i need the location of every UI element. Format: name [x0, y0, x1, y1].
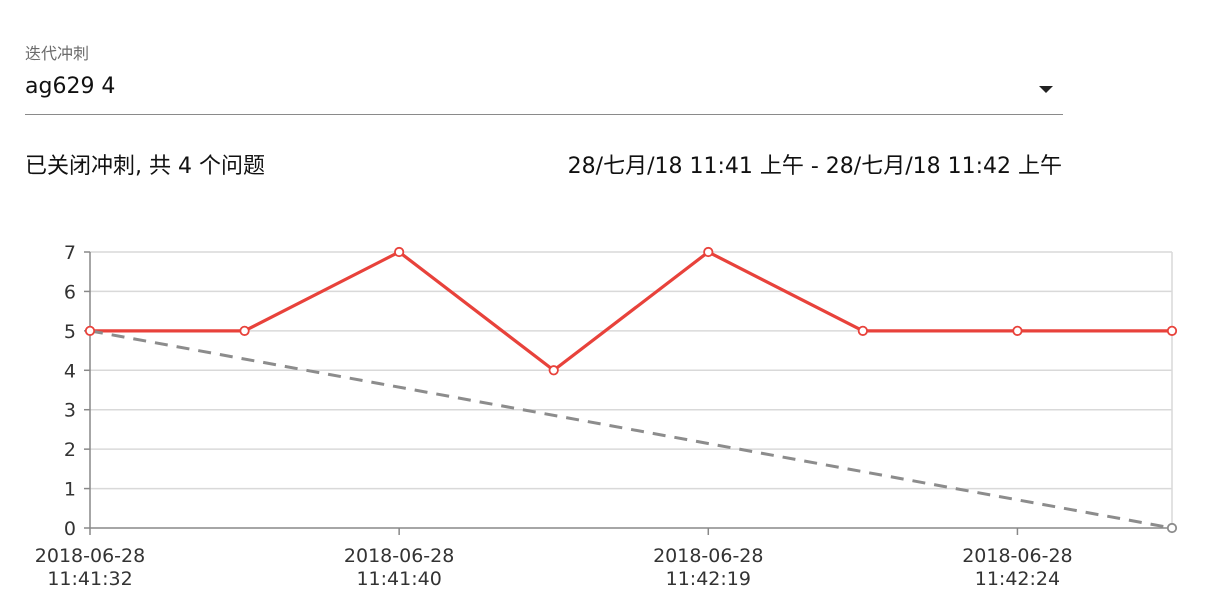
x-tick-label-date: 2018-06-28 [962, 545, 1072, 567]
actual-point [548, 365, 559, 376]
x-tick-label-time: 11:41:32 [47, 568, 132, 590]
actual-point [84, 325, 96, 336]
y-tick-label: 0 [64, 518, 76, 540]
actual-series-line [90, 250, 1172, 372]
sprint-select-label: 迭代冲刺 [25, 44, 90, 63]
sprint-summary: 已关闭冲刺, 共 4 个问题 [25, 154, 265, 179]
guideline-series-line [89, 329, 1173, 530]
guideline-point [1166, 522, 1178, 534]
actual-point [239, 325, 250, 336]
x-tick-label-date: 2018-06-28 [35, 545, 145, 567]
actual-point [1166, 325, 1178, 336]
actual-point [857, 325, 868, 336]
y-tick-label: 7 [64, 242, 76, 264]
y-tick-label: 5 [64, 321, 76, 343]
x-tick-label-time: 11:42:24 [975, 568, 1060, 590]
x-tick-label-date: 2018-06-28 [653, 545, 763, 567]
actual-point [703, 246, 714, 258]
y-tick-label: 6 [64, 281, 76, 303]
y-tick-label: 3 [64, 400, 76, 422]
actual-point [394, 246, 405, 258]
x-tick-label-time: 11:41:40 [356, 568, 441, 590]
x-tick-label-time: 11:42:19 [666, 568, 751, 590]
actual-point [1012, 325, 1023, 336]
y-tick-label: 1 [64, 479, 76, 501]
chart-points [84, 246, 1178, 534]
caret-down-icon[interactable] [1039, 86, 1053, 93]
sprint-select[interactable]: ag629 4 [25, 68, 1063, 115]
y-tick-label: 4 [64, 360, 76, 382]
y-tick-label: 2 [64, 439, 76, 461]
sprint-date-range: 28/七月/18 11:41 上午 - 28/七月/18 11:42 上午 [567, 154, 1062, 179]
chart-series [89, 250, 1173, 530]
sprint-select-value: ag629 4 [25, 74, 116, 99]
x-tick-label-date: 2018-06-28 [344, 545, 454, 567]
chart-axes: 012345672018-06-2811:41:322018-06-2811:4… [35, 242, 1172, 590]
chart-grid [90, 251, 1173, 528]
burndown-chart: 012345672018-06-2811:41:322018-06-2811:4… [35, 242, 1178, 590]
